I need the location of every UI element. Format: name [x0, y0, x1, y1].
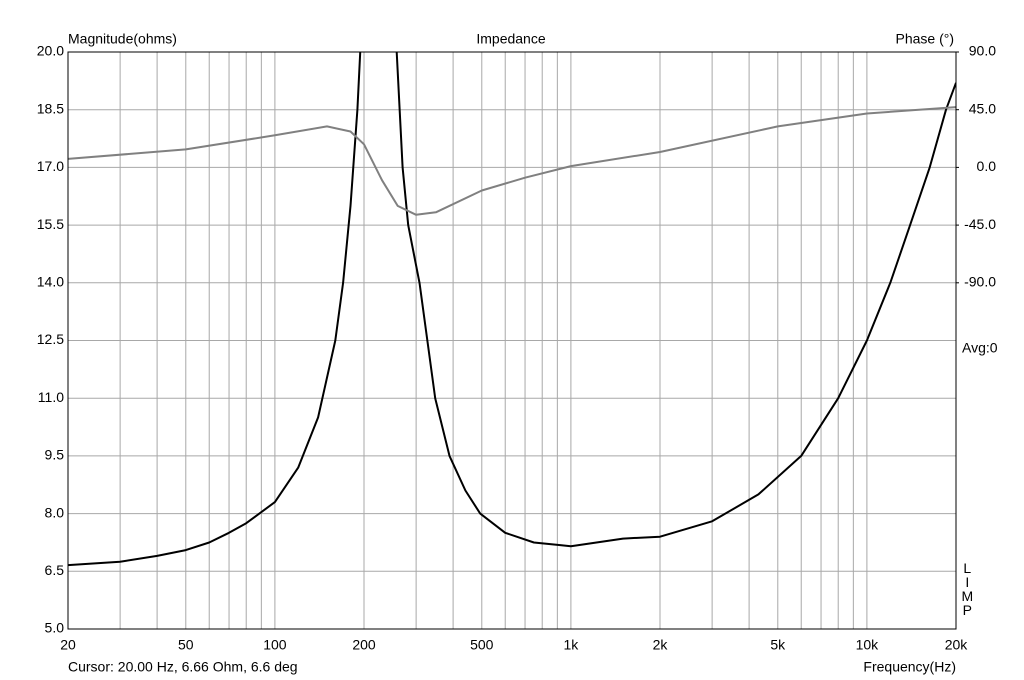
x-tick-label: 2k: [653, 637, 669, 653]
chart-title: Impedance: [476, 31, 545, 47]
plot-area: [68, 52, 956, 567]
y-tick-label: 18.5: [37, 100, 64, 116]
cursor-readout: Cursor: 20.00 Hz, 6.66 Ohm, 6.6 deg: [68, 659, 298, 675]
y-tick-label: 14.0: [37, 274, 64, 290]
x-axis-label: Frequency(Hz): [863, 659, 956, 675]
y-tick-label: 8.0: [45, 504, 65, 520]
x-tick-label: 100: [263, 637, 287, 653]
x-tick-label: 20k: [945, 637, 969, 653]
y2-tick-label: 0.0: [977, 158, 997, 174]
x-tick-label: 10k: [856, 637, 880, 653]
y-tick-label: 12.5: [37, 331, 64, 347]
y-tick-label: 15.5: [37, 216, 64, 232]
x-tick-label: 200: [352, 637, 376, 653]
y2-tick-label: -90.0: [964, 274, 996, 290]
y-tick-label: 9.5: [45, 447, 65, 463]
y-axis-label: Magnitude(ohms): [68, 31, 177, 47]
y2-tick-label: 45.0: [969, 100, 996, 116]
plot-frame: [67, 51, 957, 630]
y-tick-label: 5.0: [45, 620, 65, 636]
x-tick-label: 5k: [770, 637, 786, 653]
annotation: Avg:0: [962, 340, 998, 356]
y-tick-label: 17.0: [37, 158, 64, 174]
series-line: [68, 106, 956, 216]
annotation: LIMP: [959, 560, 975, 616]
y2-axis-label: Phase (°): [895, 31, 954, 47]
y2-tick-label: 90.0: [969, 43, 996, 59]
x-tick-label: 1k: [563, 637, 579, 653]
x-tick-label: 20: [60, 637, 76, 653]
y-tick-label: 20.0: [37, 43, 64, 59]
y-tick-label: 6.5: [45, 562, 65, 578]
y-tick-label: 11.0: [38, 389, 64, 405]
x-tick-label: 500: [470, 637, 494, 653]
y2-tick-label: -45.0: [964, 216, 996, 232]
series-line: [68, 52, 956, 567]
x-tick-label: 50: [178, 637, 194, 653]
